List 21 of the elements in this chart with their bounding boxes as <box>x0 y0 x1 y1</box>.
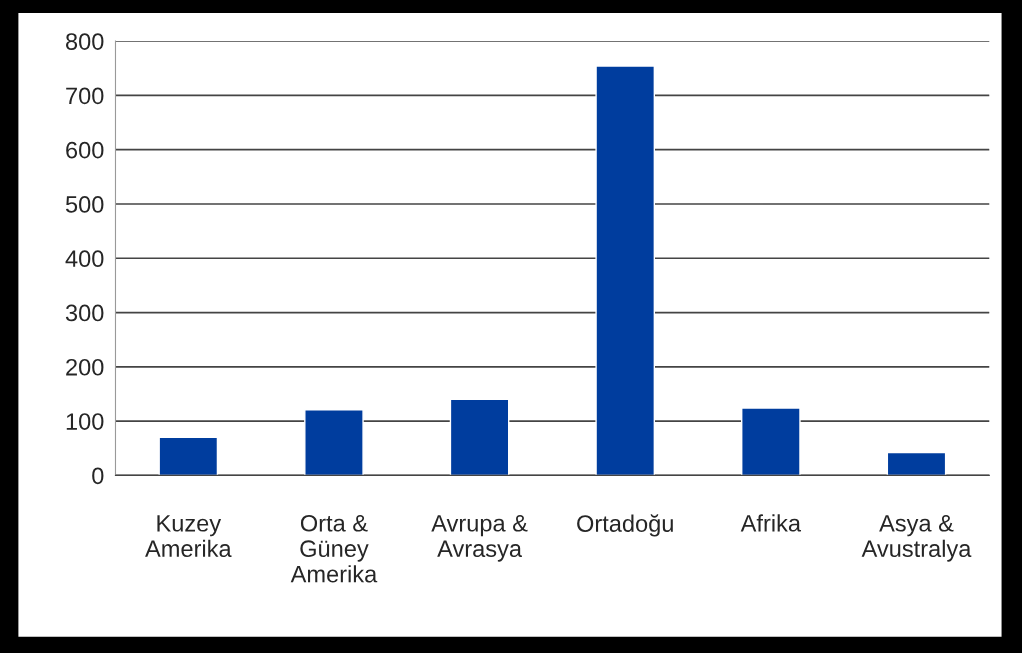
y-tick-label: 100 <box>66 413 104 430</box>
bar <box>595 65 656 476</box>
y-tick-label: 300 <box>65 304 104 322</box>
bar <box>449 398 510 476</box>
y-tick-label: 800 <box>66 33 104 50</box>
y-tick-label: 500 <box>65 196 104 213</box>
x-tick-label: Asya & Avustralya <box>861 515 972 562</box>
x-tick-label: Kuzey Amerika <box>145 515 232 558</box>
x-tick-label: Afrika <box>740 514 802 532</box>
x-tick-label: Ortadoğu <box>577 514 673 537</box>
bar <box>886 451 947 476</box>
y-tick-label: 0 <box>92 467 104 485</box>
x-tick-label: Orta & Güney Amerika <box>290 514 378 583</box>
bar <box>158 436 219 476</box>
y-tick-label: 200 <box>66 358 104 376</box>
y-tick-label: 400 <box>65 250 104 268</box>
y-tick-label: 600 <box>66 141 104 159</box>
bar <box>741 407 801 476</box>
y-tick-label: 700 <box>66 87 104 105</box>
x-tick-label: Avrupa & Avrasya <box>431 515 528 562</box>
bar <box>304 409 364 476</box>
